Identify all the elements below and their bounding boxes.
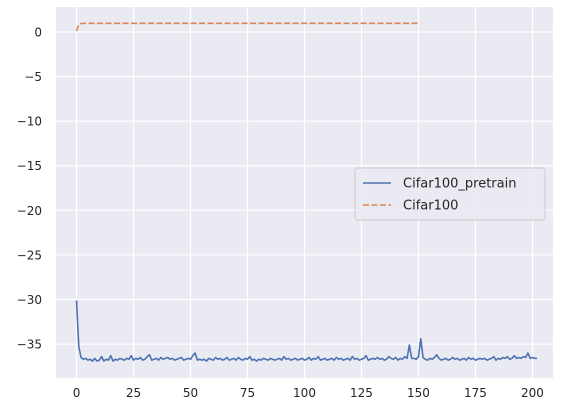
y-tick-label: −35 [17, 338, 42, 352]
x-tick-label: 175 [464, 386, 487, 400]
x-tick-label: 25 [126, 386, 141, 400]
series-layer [75, 22, 538, 362]
x-tick-label: 125 [350, 386, 373, 400]
legend: Cifar100_pretrain Cifar100 [354, 167, 546, 221]
x-tick-label: 100 [293, 386, 316, 400]
legend-label: Cifar100_pretrain [403, 177, 516, 192]
legend-box [354, 167, 546, 221]
y-tick-label: −20 [17, 204, 42, 218]
y-axis-ticks: 0 −5 −10 −15 −20 −25 −30 −35 [17, 25, 42, 351]
x-tick-label: 0 [73, 386, 81, 400]
x-tick-label: 150 [407, 386, 430, 400]
y-tick-label: −5 [24, 70, 42, 84]
series-line-2 [75, 22, 419, 32]
legend-label: Cifar100 [403, 199, 458, 214]
x-tick-label: 50 [183, 386, 198, 400]
x-tick-label: 75 [240, 386, 255, 400]
y-tick-label: −25 [17, 248, 42, 262]
grid-lines [56, 7, 553, 378]
x-axis-ticks: 0 25 50 75 100 125 150 175 200 [73, 386, 544, 400]
y-tick-label: −10 [17, 115, 42, 129]
x-tick-label: 200 [521, 386, 544, 400]
y-tick-label: −30 [17, 293, 42, 307]
y-tick-label: 0 [34, 25, 42, 39]
series-line-1 [75, 300, 538, 362]
y-tick-label: −15 [17, 159, 42, 173]
